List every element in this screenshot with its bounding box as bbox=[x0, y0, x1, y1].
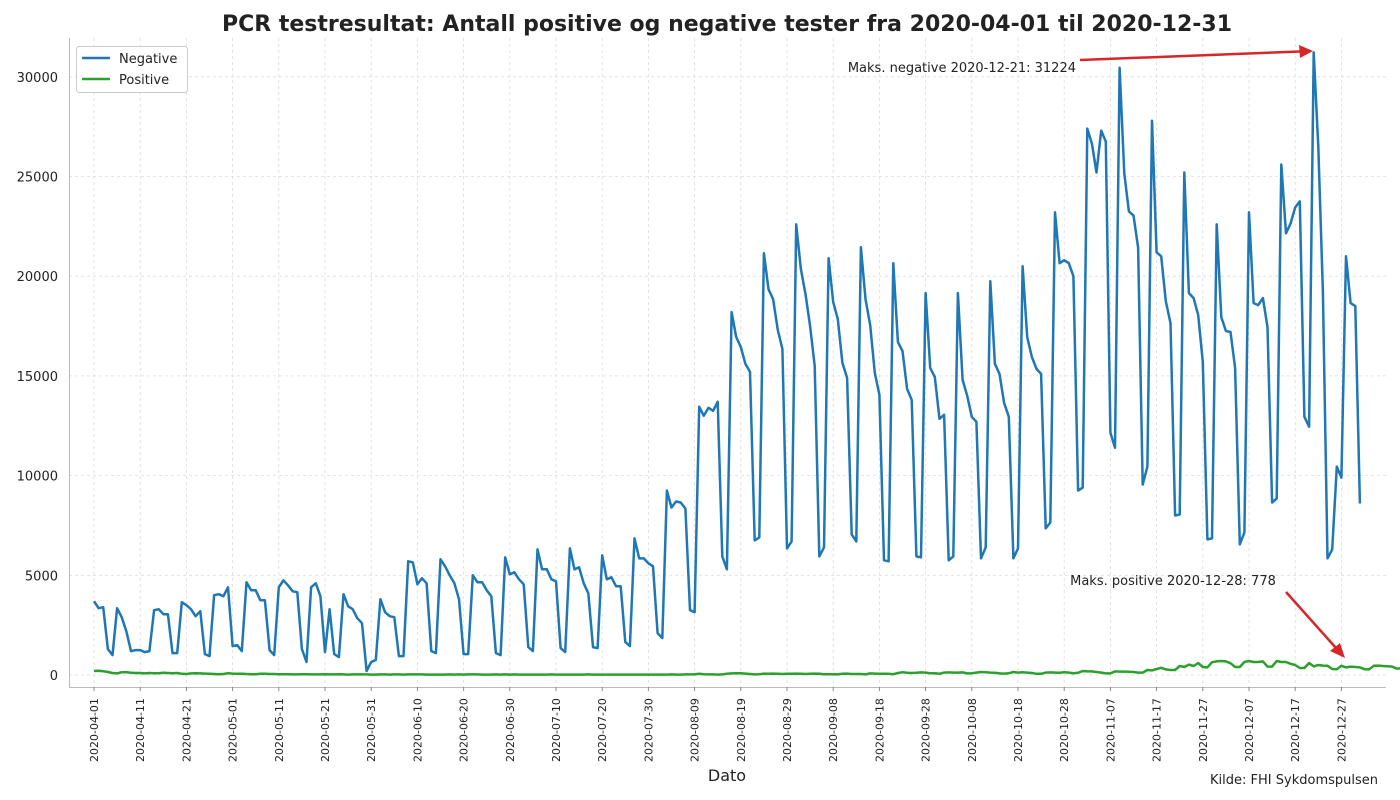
y-tick-label: 30000 bbox=[17, 71, 58, 86]
y-tick-label: 10000 bbox=[17, 470, 58, 485]
annotation-arrowhead-negative bbox=[1299, 45, 1313, 58]
x-tick-label: 2020-07-30 bbox=[642, 698, 655, 762]
y-tick-label: 20000 bbox=[17, 270, 58, 285]
x-axis-label: Dato bbox=[708, 766, 746, 785]
x-axis-ticks: 2020-04-01 2020-04-11 2020-04-21 2020-05-01… bbox=[88, 687, 1348, 762]
x-tick-label: 2020-05-21 bbox=[319, 698, 332, 762]
grid bbox=[69, 38, 1386, 687]
x-tick-label: 2020-09-18 bbox=[873, 698, 886, 762]
legend-label-negative: Negative bbox=[119, 52, 177, 67]
x-tick-label: 2020-11-17 bbox=[1151, 698, 1164, 762]
x-tick-label: 2020-09-08 bbox=[827, 698, 840, 762]
x-tick-label: 2020-05-01 bbox=[227, 698, 240, 762]
y-tick-label: 15000 bbox=[17, 370, 58, 385]
x-tick-label: 2020-10-08 bbox=[966, 698, 979, 762]
x-tick-label: 2020-08-29 bbox=[781, 698, 794, 762]
annotation-max-negative: Maks. negative 2020-12-21: 31224 bbox=[848, 61, 1076, 76]
legend-label-positive: Positive bbox=[119, 73, 169, 88]
annotation-arrow-positive bbox=[1285, 591, 1337, 649]
x-tick-label: 2020-06-20 bbox=[458, 698, 471, 762]
x-tick-label: 2020-10-18 bbox=[1012, 698, 1025, 762]
x-tick-label: 2020-09-28 bbox=[920, 698, 933, 762]
x-tick-label: 2020-05-31 bbox=[365, 698, 378, 762]
source-note: Kilde: FHI Sykdomspulsen bbox=[1210, 773, 1378, 788]
series-line-negative bbox=[92, 51, 1362, 673]
series-line-positive bbox=[93, 659, 1400, 676]
x-tick-label: 2020-12-27 bbox=[1335, 698, 1348, 762]
x-tick-label: 2020-07-10 bbox=[550, 698, 563, 762]
y-tick-label: 0 bbox=[50, 669, 58, 684]
y-tick-label: 5000 bbox=[25, 569, 58, 584]
chart-title: PCR testresultat: Antall positive og neg… bbox=[222, 12, 1232, 37]
legend: Negative Positive bbox=[76, 46, 188, 93]
x-tick-label: 2020-06-10 bbox=[411, 698, 424, 762]
x-tick-label: 2020-04-01 bbox=[88, 698, 101, 762]
x-tick-label: 2020-04-21 bbox=[180, 698, 193, 762]
y-axis-ticks: 0 5000 10000 15000 20000 25000 30000 bbox=[17, 71, 58, 684]
x-tick-label: 2020-05-11 bbox=[273, 698, 286, 762]
annotation-arrow-negative bbox=[1079, 50, 1301, 62]
x-tick-label: 2020-12-07 bbox=[1243, 698, 1256, 762]
series-lines bbox=[92, 51, 1400, 676]
annotation-arrowhead-positive bbox=[1330, 643, 1345, 658]
y-tick-label: 25000 bbox=[17, 171, 58, 186]
x-tick-label: 2020-08-09 bbox=[689, 698, 702, 762]
annotation-max-positive: Maks. positive 2020-12-28: 778 bbox=[1070, 574, 1276, 589]
x-tick-label: 2020-12-17 bbox=[1289, 698, 1302, 762]
x-tick-label: 2020-10-28 bbox=[1058, 698, 1071, 762]
x-tick-label: 2020-04-11 bbox=[134, 698, 147, 762]
x-tick-label: 2020-07-20 bbox=[596, 698, 609, 762]
x-tick-label: 2020-11-07 bbox=[1104, 698, 1117, 762]
annotations: Maks. negative 2020-12-21: 31224 Maks. p… bbox=[848, 45, 1345, 658]
x-tick-label: 2020-11-27 bbox=[1197, 698, 1210, 762]
x-tick-label: 2020-08-19 bbox=[735, 698, 748, 762]
x-tick-label: 2020-06-30 bbox=[504, 698, 517, 762]
